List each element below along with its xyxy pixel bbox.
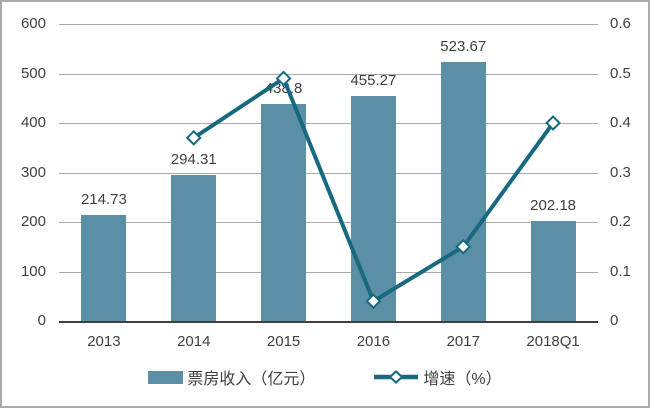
- x-tick-label-2016: 2016: [356, 333, 391, 350]
- line-series-swatch: [374, 370, 419, 384]
- bar-2018Q1: [530, 220, 576, 321]
- x-tick-label-2015: 2015: [266, 333, 301, 350]
- y-tick-label-right: 0.4: [610, 114, 631, 131]
- gridline: [59, 172, 598, 174]
- line-marker: [275, 70, 292, 87]
- bar-2017: [440, 61, 486, 321]
- bar-2013: [81, 214, 127, 321]
- bar-value-label: 214.73: [80, 190, 127, 208]
- x-tick-label-2013: 2013: [87, 333, 121, 350]
- y-tick-label-right: 0.1: [610, 262, 631, 280]
- bar-2016: [350, 95, 396, 321]
- y-tick-label-right: 0.5: [610, 64, 631, 82]
- y-tick-label-right: 0.6: [610, 15, 631, 32]
- y-tick-label-left: 300: [20, 163, 46, 181]
- gridline: [59, 271, 598, 273]
- legend-item-line-series: 增速（%）: [373, 365, 502, 389]
- x-tick-label-2014: 2014: [177, 333, 211, 350]
- line-marker: [365, 293, 382, 310]
- growth-line-layer: [185, 70, 561, 310]
- bar-value-label: 202.18: [530, 196, 577, 214]
- gridline: [59, 73, 598, 75]
- y-tick-label-right: 0.3: [610, 163, 631, 181]
- line-marker: [185, 129, 202, 146]
- y-tick-label-right: 0: [610, 312, 619, 329]
- legend: 票房收入（亿元） 增速（%）: [2, 365, 648, 389]
- bar-series-swatch: [148, 370, 184, 384]
- legend-label-line-series: 增速（%）: [423, 371, 502, 388]
- y-tick-label-left: 100: [20, 262, 46, 280]
- line-marker: [545, 115, 561, 131]
- x-tick-label-2017: 2017: [446, 333, 480, 350]
- legend-label-bar-series: 票房收入（亿元）: [187, 371, 316, 388]
- y-tick-label-left: 400: [20, 114, 46, 131]
- bar-2014: [171, 175, 217, 321]
- bar-value-label: 455.27: [350, 71, 397, 89]
- bar-value-label: 523.67: [440, 37, 487, 55]
- y-tick-label-left: 0: [37, 312, 46, 329]
- y-tick-label-right: 0.2: [610, 213, 631, 230]
- gridline: [59, 222, 598, 223]
- bar-2015: [261, 103, 307, 321]
- y-tick-label-left: 500: [20, 64, 46, 82]
- y-tick-label-left: 600: [20, 15, 46, 32]
- plot-area: 214.73 294.31 438.8 455.27 523.67 202.18: [59, 24, 598, 323]
- legend-item-bar-series: 票房收入（亿元）: [148, 365, 315, 389]
- x-tick-label-2018Q1: 2018Q1: [526, 333, 580, 350]
- bar-value-label: 294.31: [170, 151, 217, 169]
- growth-line: [192, 75, 555, 305]
- gridline: [59, 24, 598, 25]
- y-tick-label-left: 200: [20, 213, 46, 230]
- gridline: [59, 123, 598, 124]
- line-marker: [455, 238, 472, 255]
